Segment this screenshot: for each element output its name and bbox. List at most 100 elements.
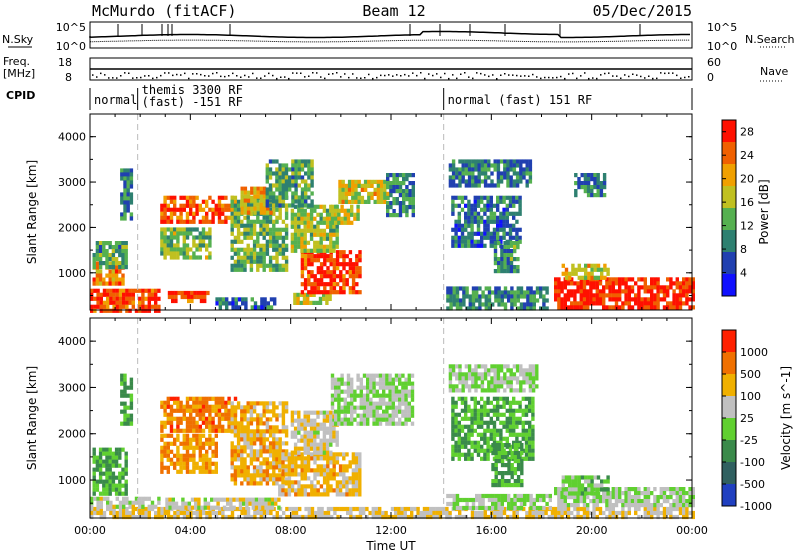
data-cell [129,184,134,189]
data-cell [509,175,513,180]
data-cell [621,514,625,520]
data-cell [570,277,574,282]
data-cell [513,505,517,511]
data-cell [383,195,387,200]
data-cell [224,215,228,220]
data-cell [230,219,234,224]
nave-point [260,77,262,79]
data-cell [284,477,289,482]
data-cell [195,445,199,450]
data-cell [233,433,238,438]
data-cell [634,495,638,500]
nave-point [280,76,282,78]
data-cell [459,298,463,303]
data-cell [205,465,209,470]
data-cell [566,281,571,286]
data-cell [201,441,206,446]
y-tick-label: 1000 [58,267,86,280]
data-cell [351,452,356,457]
data-cell [108,277,112,282]
data-cell [593,193,597,198]
data-cell [464,219,468,224]
data-cell [499,211,503,216]
data-cell [300,472,304,477]
data-cell [157,308,161,313]
data-cell [203,501,207,506]
data-cell [335,282,340,287]
data-cell [297,472,301,477]
data-cell [214,207,218,212]
data-cell [343,220,347,225]
data-cell [691,503,695,508]
data-cell [662,289,667,294]
data-cell [181,505,185,510]
data-cell [587,263,591,268]
data-cell [273,301,277,306]
data-cell [593,275,597,280]
data-cell [108,265,112,270]
data-cell [284,179,289,184]
data-cell [105,487,109,492]
data-cell [395,213,399,218]
data-cell [362,393,367,398]
data-cell [111,281,116,286]
data-cell [351,183,355,188]
data-cell [376,187,381,192]
nave-point [532,73,534,76]
data-cell [105,463,109,468]
data-cell [118,506,123,512]
data-cell [600,271,604,276]
data-cell [316,422,320,427]
data-cell [262,251,266,256]
data-cell [499,223,503,228]
data-cell [411,213,415,218]
data-cell [98,277,103,282]
data-cell [678,491,683,496]
data-cell [263,297,267,302]
data-cell [208,219,212,224]
data-cell [233,239,238,244]
data-cell [481,294,485,299]
data-cell [392,181,396,186]
data-cell [185,461,190,466]
data-cell [342,266,346,271]
data-cell [95,245,100,250]
data-cell [303,472,308,477]
data-cell [319,468,324,473]
data-cell [294,183,298,188]
data-cell [322,456,327,461]
data-cell [249,223,254,228]
data-cell [192,408,196,413]
data-cell [126,204,130,209]
data-cell [586,181,591,186]
data-cell [134,288,139,293]
data-cell [476,223,481,228]
data-cell [490,171,494,176]
data-cell [313,258,317,263]
data-cell [118,304,123,309]
data-cell [340,409,344,414]
data-cell [92,261,96,266]
data-cell [182,251,186,256]
data-cell [332,426,336,431]
data-cell [576,503,580,508]
data-cell [138,304,142,309]
data-cell [275,267,279,272]
data-cell [272,461,276,466]
data-cell [672,499,676,504]
data-cell [573,289,577,294]
data-cell [429,514,433,520]
data-cell [529,501,533,507]
data-cell [115,504,119,509]
data-cell [478,493,482,499]
data-cell [375,373,379,378]
data-cell [507,497,511,503]
data-cell [285,514,289,520]
data-cell [262,190,267,195]
data-cell [192,239,196,244]
data-cell [291,199,295,204]
data-cell [112,308,116,313]
data-cell [503,171,507,176]
data-cell [243,441,247,446]
data-cell [669,495,673,500]
